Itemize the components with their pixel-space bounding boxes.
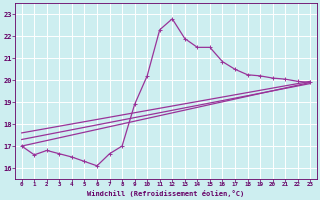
X-axis label: Windchill (Refroidissement éolien,°C): Windchill (Refroidissement éolien,°C) <box>87 190 244 197</box>
